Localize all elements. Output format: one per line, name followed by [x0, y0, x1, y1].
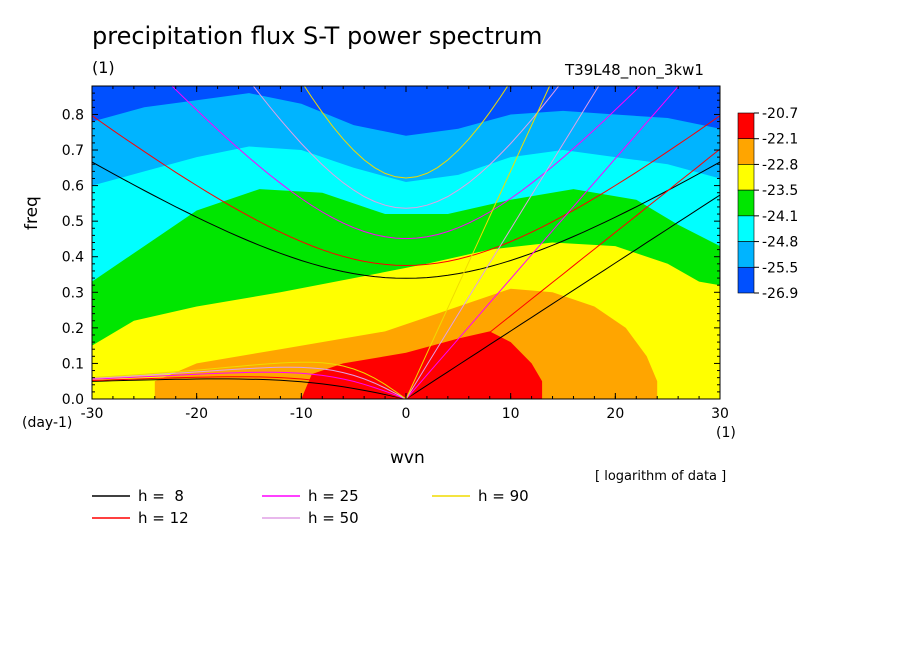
dispersion-curve [303, 86, 509, 179]
x-tick-label: 10 [502, 406, 520, 422]
data-note: [ logarithm of data ] [595, 469, 727, 484]
x-tick-label: -30 [81, 406, 104, 422]
x-tick-label: 0 [402, 406, 411, 422]
colorbar-label: -22.1 [762, 132, 798, 148]
y-tick-label: 0.7 [62, 143, 84, 159]
colorbar-label: -24.1 [762, 209, 798, 225]
legend-label: h = 50 [308, 509, 359, 527]
colorbar-swatch [737, 112, 755, 140]
x-tick-label: -20 [185, 406, 208, 422]
y-tick-label: 0.1 [62, 356, 84, 372]
colorbar-swatch [737, 241, 755, 268]
dispersion-curve [92, 376, 407, 399]
legend-label: h = 8 [138, 487, 184, 505]
y-axis-unit: (day-1) [22, 415, 73, 431]
dispersion-curve [405, 194, 720, 399]
colorbar-swatch [737, 138, 755, 165]
chart-unit-label: (1) [92, 58, 115, 77]
dispersion-curve [252, 86, 560, 209]
y-tick-label: 0.8 [62, 107, 84, 123]
x-tick-label: 20 [606, 406, 624, 422]
colorbar-label: -23.5 [762, 183, 798, 199]
legend-label: h = 25 [308, 487, 359, 505]
chart-title: precipitation flux S-T power spectrum [92, 22, 543, 50]
dispersion-curve [92, 371, 407, 399]
dispersion-curve [405, 148, 720, 399]
y-tick-label: 0.0 [62, 392, 84, 408]
dispersion-curve [405, 86, 551, 399]
dispersion-curve [405, 86, 680, 399]
dispersion-curve [92, 366, 407, 399]
colorbar-swatch [737, 189, 755, 217]
y-tick-label: 0.2 [62, 321, 84, 337]
colorbar-label: -25.5 [762, 260, 798, 276]
dispersion-curve [92, 361, 407, 399]
colorbar-label: -26.9 [762, 286, 798, 302]
y-tick-label: 0.5 [62, 214, 84, 230]
y-tick-label: 0.4 [62, 250, 84, 266]
dispersion-curve [92, 378, 407, 399]
legend-label: h = 12 [138, 509, 189, 527]
dispersion-curve [171, 86, 641, 240]
dispersion-curve [92, 161, 720, 279]
y-tick-label: 0.6 [62, 179, 84, 195]
colorbar-label: -22.8 [762, 157, 798, 173]
run-label: T39L48_non_3kw1 [565, 61, 704, 79]
y-tick-label: 0.3 [62, 285, 84, 301]
x-tick-label: -10 [290, 406, 313, 422]
colorbar-swatch [737, 266, 755, 294]
colorbar-label: -24.8 [762, 235, 798, 251]
colorbar-swatch [737, 164, 755, 191]
x-axis-label: wvn [390, 448, 425, 468]
legend-label: h = 90 [478, 487, 529, 505]
dispersion-curve [405, 86, 600, 399]
dispersion-curve [92, 115, 720, 267]
colorbar-label: -20.7 [762, 106, 798, 122]
colorbar-swatch [737, 215, 755, 242]
x-tick-label: 30 [711, 406, 729, 422]
x-axis-unit: (1) [716, 425, 736, 441]
